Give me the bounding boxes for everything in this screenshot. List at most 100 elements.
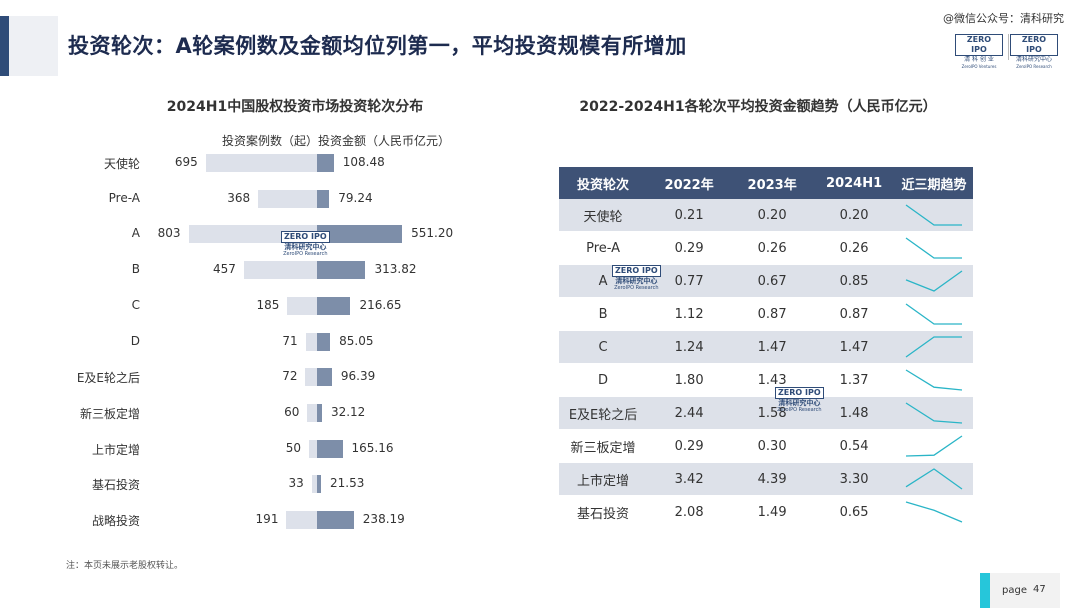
round-cell: C bbox=[559, 330, 648, 364]
round-cell: E及E轮之后 bbox=[559, 396, 648, 430]
case-count-bar bbox=[307, 403, 317, 422]
value-cell: 0.20 bbox=[813, 199, 896, 232]
trend-sparkline-cell bbox=[895, 199, 973, 232]
round-cell: 基石投资 bbox=[559, 495, 648, 529]
amount-bar bbox=[317, 475, 321, 494]
zeroipo-watermark: ZERO IPO 清科研究中心 ZeroIPO Research bbox=[775, 380, 824, 413]
value-cell: 3.30 bbox=[813, 462, 896, 496]
case-count-value: 33 bbox=[288, 476, 304, 491]
round-label: 上市定增 bbox=[91, 442, 140, 457]
header-accent-bar bbox=[0, 16, 9, 76]
amount-value: 238.19 bbox=[362, 512, 405, 526]
amount-bar bbox=[317, 154, 334, 172]
sparkline-path bbox=[905, 204, 963, 226]
bar-chart-legend: 投资案例数（起）投资金额（人民币亿元） bbox=[222, 134, 451, 148]
sparkline-path bbox=[905, 468, 963, 490]
amount-bar bbox=[317, 332, 331, 351]
trend-sparkline bbox=[905, 237, 963, 259]
page-accent-bar bbox=[980, 573, 990, 608]
value-cell: 2.44 bbox=[647, 396, 732, 430]
trend-sparkline bbox=[905, 369, 963, 391]
round-cell: 天使轮 bbox=[559, 199, 648, 232]
logo-wordmark: ZERO IPO bbox=[1010, 34, 1058, 56]
value-cell: 0.21 bbox=[647, 199, 732, 232]
round-label: E及E轮之后 bbox=[76, 371, 140, 386]
header-band bbox=[0, 16, 58, 76]
trend-sparkline-cell bbox=[895, 462, 973, 496]
watermark-wordmark: ZERO IPO bbox=[612, 265, 661, 277]
value-cell: 1.80 bbox=[647, 363, 732, 397]
amount-bar bbox=[317, 261, 366, 280]
round-cell: B bbox=[559, 297, 648, 331]
sparkline-path bbox=[905, 237, 963, 259]
case-count-value: 191 bbox=[255, 512, 279, 526]
page-title: 投资轮次：A轮案例数及金额均位列第一，平均投资规模有所增加 bbox=[68, 34, 687, 58]
trend-sparkline bbox=[905, 270, 963, 292]
value-cell: 0.29 bbox=[647, 231, 732, 265]
amount-value: 216.65 bbox=[359, 297, 402, 312]
round-label: D bbox=[130, 333, 140, 348]
value-cell: 0.67 bbox=[731, 264, 814, 298]
value-cell: 1.48 bbox=[813, 396, 896, 430]
round-cell: 上市定增 bbox=[559, 462, 648, 496]
amount-value: 313.82 bbox=[374, 262, 417, 277]
table-row: 天使轮 0.21 0.20 0.20 bbox=[559, 199, 973, 232]
case-count-bar bbox=[258, 189, 317, 208]
logo-separator bbox=[1008, 34, 1009, 60]
case-count-value: 368 bbox=[227, 190, 251, 205]
page-box bbox=[990, 573, 1060, 608]
value-cell: 1.37 bbox=[813, 363, 896, 397]
round-label: 新三板定增 bbox=[79, 406, 140, 421]
sparkline-path bbox=[905, 336, 963, 358]
amount-bar bbox=[317, 225, 403, 244]
value-cell: 1.58 bbox=[731, 396, 814, 430]
trend-sparkline-cell bbox=[895, 495, 973, 529]
table-title: 2022-2024H1各轮次平均投资金额趋势（人民币亿元） bbox=[579, 99, 937, 115]
round-label: B bbox=[131, 262, 140, 277]
amount-bar bbox=[317, 511, 354, 529]
table-row: C 1.24 1.47 1.47 bbox=[559, 330, 973, 364]
logo-subtitle: 清科研究中心 bbox=[1015, 56, 1052, 63]
amount-bar bbox=[317, 368, 332, 387]
amount-bar bbox=[317, 439, 343, 458]
case-count-bar bbox=[286, 511, 317, 529]
trend-sparkline bbox=[905, 303, 963, 325]
logo-subtitle-en: ZeroIPO Research bbox=[1016, 64, 1052, 69]
amount-value: 79.24 bbox=[338, 190, 373, 205]
case-count-value: 60 bbox=[284, 404, 300, 419]
column-header: 2022年 bbox=[647, 167, 732, 199]
case-count-bar bbox=[243, 261, 317, 280]
watermark-sub: ZeroIPO Research bbox=[283, 251, 328, 257]
value-cell: 0.85 bbox=[813, 264, 896, 298]
column-header: 2023年 bbox=[731, 167, 814, 199]
sparkline-path bbox=[905, 369, 963, 391]
zeroipo-research-logo: ZERO IPO 清科研究中心 ZeroIPO Research bbox=[1010, 34, 1058, 69]
sparkline-path bbox=[905, 270, 963, 292]
case-count-bar bbox=[305, 368, 317, 387]
watermark-text: 清科研究中心 bbox=[615, 277, 658, 285]
amount-bar bbox=[317, 189, 330, 208]
value-cell: 0.87 bbox=[813, 297, 896, 331]
column-header: 投资轮次 bbox=[559, 167, 648, 199]
value-cell: 0.65 bbox=[813, 495, 896, 529]
sparkline-path bbox=[905, 303, 963, 325]
logo-subtitle-en: ZeroIPO Ventures bbox=[961, 64, 997, 69]
table-row: B 1.12 0.87 0.87 bbox=[559, 297, 973, 331]
page-number: 47 bbox=[1033, 584, 1046, 595]
amount-value: 165.16 bbox=[351, 440, 394, 455]
case-count-value: 50 bbox=[285, 440, 301, 455]
watermark-sub: ZeroIPO Research bbox=[777, 407, 822, 413]
round-label: 天使轮 bbox=[103, 157, 140, 171]
page-label: page bbox=[1002, 585, 1027, 596]
avg-amount-trend-table: 投资轮次 2022年 2023年 2024H1 近三期趋势 天使轮 0.21 0.2… bbox=[559, 167, 973, 529]
table-row: Pre-A 0.29 0.26 0.26 bbox=[559, 231, 973, 265]
table-row: 基石投资 2.08 1.49 0.65 bbox=[559, 495, 973, 529]
round-label: C bbox=[131, 297, 140, 312]
watermark-wordmark: ZERO IPO bbox=[281, 231, 330, 243]
round-label: Pre-A bbox=[108, 190, 140, 205]
value-cell: 2.08 bbox=[647, 495, 732, 529]
value-cell: 0.26 bbox=[813, 231, 896, 265]
zeroipo-watermark: ZERO IPO 清科研究中心 ZeroIPO Research bbox=[281, 224, 330, 257]
column-header: 2024H1 bbox=[813, 167, 896, 199]
logo-subtitle: 清 科 创 业 bbox=[964, 56, 994, 63]
